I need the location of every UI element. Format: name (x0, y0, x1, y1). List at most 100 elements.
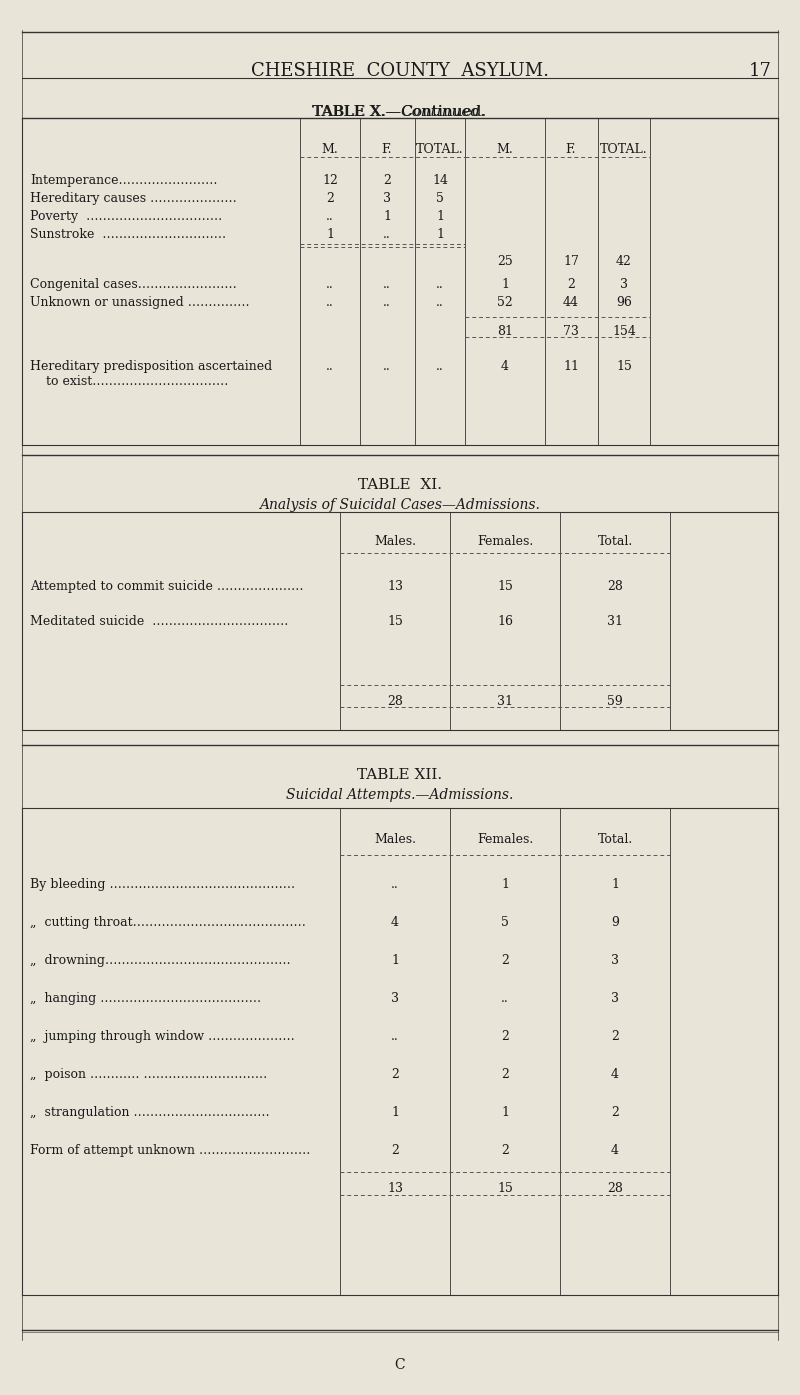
Text: ..: .. (383, 360, 391, 372)
Text: 1: 1 (436, 227, 444, 241)
Text: Poverty  ……………………………: Poverty …………………………… (30, 211, 222, 223)
Text: 2: 2 (611, 1030, 619, 1043)
Text: 73: 73 (563, 325, 579, 338)
Text: 16: 16 (497, 615, 513, 628)
Text: 3: 3 (383, 193, 391, 205)
Text: TOTAL.: TOTAL. (600, 144, 648, 156)
Text: Suicidal Attempts.—Admissions.: Suicidal Attempts.—Admissions. (286, 788, 514, 802)
Text: 154: 154 (612, 325, 636, 338)
Text: ..: .. (436, 296, 444, 310)
Text: Males.: Males. (374, 833, 416, 845)
Text: 17: 17 (749, 61, 771, 80)
Text: „  strangulation ……………………………: „ strangulation …………………………… (30, 1106, 270, 1119)
Text: 1: 1 (326, 227, 334, 241)
Text: 2: 2 (501, 1069, 509, 1081)
Text: Females.: Females. (477, 833, 533, 845)
Text: Analysis of Suicidal Cases—Admissions.: Analysis of Suicidal Cases—Admissions. (259, 498, 541, 512)
Text: 1: 1 (391, 954, 399, 967)
Text: 5: 5 (501, 917, 509, 929)
Text: „  drowning………………………………………: „ drowning……………………………………… (30, 954, 290, 967)
Text: ..: .. (391, 1030, 399, 1043)
Text: C: C (394, 1357, 406, 1373)
Text: Males.: Males. (374, 536, 416, 548)
Text: TABLE X.—: TABLE X.— (312, 105, 400, 119)
Text: 96: 96 (616, 296, 632, 310)
Text: 2: 2 (611, 1106, 619, 1119)
Text: 25: 25 (497, 255, 513, 268)
Text: ..: .. (436, 360, 444, 372)
Text: 52: 52 (497, 296, 513, 310)
Text: Intemperance……………………: Intemperance…………………… (30, 174, 218, 187)
Text: CHESHIRE  COUNTY  ASYLUM.: CHESHIRE COUNTY ASYLUM. (251, 61, 549, 80)
Text: Total.: Total. (598, 833, 633, 845)
Text: Meditated suicide  ……………………………: Meditated suicide …………………………… (30, 615, 288, 628)
Text: 1: 1 (501, 1106, 509, 1119)
Text: 1: 1 (383, 211, 391, 223)
Text: 4: 4 (611, 1144, 619, 1156)
Text: Unknown or unassigned ……………: Unknown or unassigned …………… (30, 296, 250, 310)
Text: 44: 44 (563, 296, 579, 310)
Text: 11: 11 (563, 360, 579, 372)
Text: 28: 28 (607, 1182, 623, 1196)
Text: 1: 1 (391, 1106, 399, 1119)
Text: 1: 1 (436, 211, 444, 223)
Text: 2: 2 (501, 954, 509, 967)
Text: 3: 3 (620, 278, 628, 292)
Text: 2: 2 (501, 1144, 509, 1156)
Text: 3: 3 (611, 992, 619, 1004)
Text: 15: 15 (497, 580, 513, 593)
Text: TABLE X.—Continued.: TABLE X.—Continued. (314, 105, 486, 119)
Text: Congenital cases……………………: Congenital cases…………………… (30, 278, 237, 292)
Text: 2: 2 (567, 278, 575, 292)
Text: 4: 4 (391, 917, 399, 929)
Text: 2: 2 (326, 193, 334, 205)
Text: Females.: Females. (477, 536, 533, 548)
Text: 14: 14 (432, 174, 448, 187)
Text: 1: 1 (611, 877, 619, 891)
Text: ..: .. (326, 211, 334, 223)
Text: Sunstroke  …………………………: Sunstroke ………………………… (30, 227, 226, 241)
Text: 28: 28 (607, 580, 623, 593)
Text: 31: 31 (497, 695, 513, 709)
Text: „  cutting throat……………………………………: „ cutting throat…………………………………… (30, 917, 306, 929)
Text: F.: F. (382, 144, 392, 156)
Text: ..: .. (326, 360, 334, 372)
Text: Form of attempt unknown ………………………: Form of attempt unknown ……………………… (30, 1144, 310, 1156)
Text: 12: 12 (322, 174, 338, 187)
Text: 17: 17 (563, 255, 579, 268)
Text: 5: 5 (436, 193, 444, 205)
Text: 2: 2 (383, 174, 391, 187)
Text: ..: .. (326, 278, 334, 292)
Text: 2: 2 (501, 1030, 509, 1043)
Text: TOTAL.: TOTAL. (416, 144, 464, 156)
Text: „  poison ………… …………………………: „ poison ………… ………………………… (30, 1069, 267, 1081)
Text: 1: 1 (501, 877, 509, 891)
Text: Continued.: Continued. (400, 105, 485, 119)
Text: ..: .. (383, 227, 391, 241)
Text: 15: 15 (387, 615, 403, 628)
Text: 15: 15 (497, 1182, 513, 1196)
Text: 31: 31 (607, 615, 623, 628)
Text: Attempted to commit suicide …………………: Attempted to commit suicide ………………… (30, 580, 303, 593)
Text: Hereditary causes …………………: Hereditary causes ………………… (30, 193, 237, 205)
Text: 81: 81 (497, 325, 513, 338)
Text: 2: 2 (391, 1069, 399, 1081)
Text: „  hanging …………………………………: „ hanging ………………………………… (30, 992, 261, 1004)
Text: ..: .. (383, 296, 391, 310)
Text: 13: 13 (387, 1182, 403, 1196)
Text: „  jumping through window …………………: „ jumping through window ………………… (30, 1030, 294, 1043)
Text: By bleeding ………………………………………: By bleeding ……………………………………… (30, 877, 295, 891)
Text: 4: 4 (501, 360, 509, 372)
Text: 3: 3 (611, 954, 619, 967)
Text: 42: 42 (616, 255, 632, 268)
Text: 9: 9 (611, 917, 619, 929)
Text: 15: 15 (616, 360, 632, 372)
Text: Total.: Total. (598, 536, 633, 548)
Text: ..: .. (436, 278, 444, 292)
Text: TABLE XII.: TABLE XII. (358, 769, 442, 783)
Text: ..: .. (326, 296, 334, 310)
Text: 4: 4 (611, 1069, 619, 1081)
Text: 2: 2 (391, 1144, 399, 1156)
Text: ..: .. (501, 992, 509, 1004)
Text: Hereditary predisposition ascertained: Hereditary predisposition ascertained (30, 360, 272, 372)
